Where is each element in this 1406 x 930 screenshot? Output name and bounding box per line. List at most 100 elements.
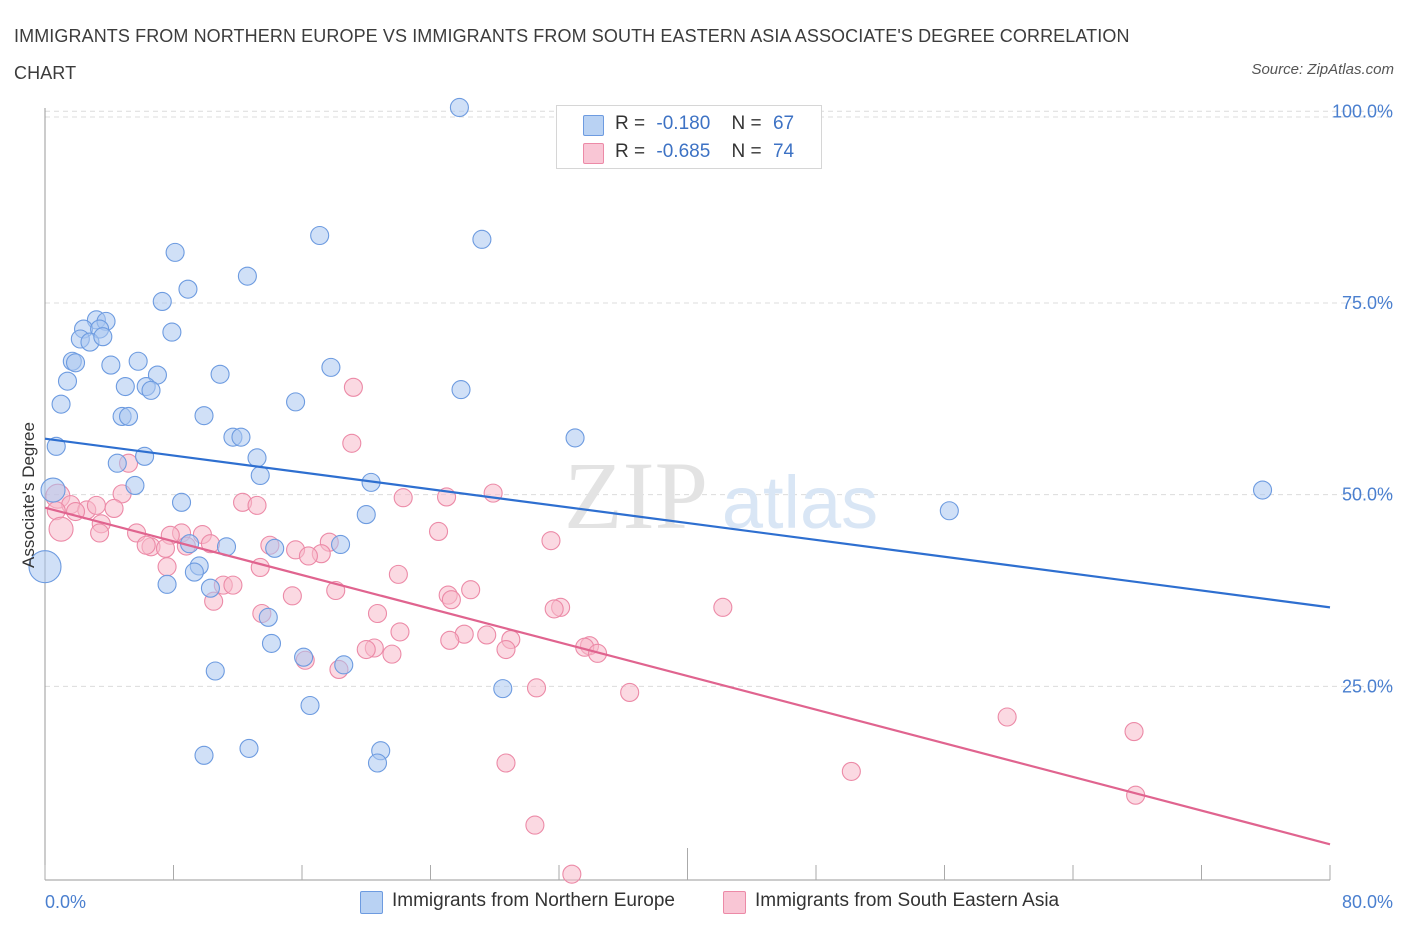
scatter-point	[356, 505, 376, 525]
scatter-point	[472, 229, 492, 249]
scatter-point	[440, 630, 460, 650]
series-northern-europe-points	[28, 97, 1273, 773]
legend-n-label: N =	[731, 113, 762, 134]
scatter-point	[237, 266, 257, 286]
scatter-point	[128, 351, 148, 371]
scatter-point	[300, 695, 320, 716]
scatter-point	[184, 562, 204, 582]
scatter-point	[525, 815, 545, 835]
y-tick-label: 75.0%	[1342, 293, 1393, 313]
legend-swatch-blue	[360, 891, 383, 914]
legend-r-label: R =	[615, 113, 646, 134]
y-axis-label: Associate's Degree	[19, 422, 38, 568]
scatter-point	[157, 557, 177, 577]
legend-swatch-pink	[583, 143, 604, 164]
legend-swatch-blue	[583, 115, 604, 136]
scatter-point	[544, 599, 564, 619]
scatter-point	[247, 495, 267, 515]
scatter-point	[223, 575, 243, 595]
scatter-point	[294, 647, 314, 667]
scatter-point	[939, 501, 959, 521]
scatter-point	[286, 392, 306, 412]
trend-line-south-eastern-asia	[44, 506, 1331, 846]
legend-n-value: 67	[772, 113, 795, 134]
scatter-point	[367, 753, 388, 773]
scatter-point	[65, 353, 86, 373]
scatter-point	[104, 498, 124, 519]
series-south-eastern-asia-points	[45, 377, 1146, 884]
scatter-point	[441, 590, 461, 610]
scatter-point	[496, 639, 516, 660]
scatter-point	[231, 427, 251, 447]
scatter-point	[141, 380, 161, 400]
scatter-point	[51, 394, 71, 414]
scatter-point	[428, 521, 449, 542]
scatter-point	[1124, 722, 1144, 742]
scatter-point	[449, 97, 469, 118]
scatter-point	[393, 488, 413, 508]
scatter-point	[157, 574, 177, 594]
scatter-point	[165, 242, 185, 262]
legend-r-value: -0.180	[656, 113, 711, 134]
scatter-point	[390, 622, 410, 642]
scatter-point	[477, 625, 497, 645]
scatter-point	[565, 428, 585, 448]
scatter-point	[205, 661, 225, 681]
series-legend: Immigrants from Northern Europe Immigran…	[0, 888, 1406, 916]
scatter-point	[250, 465, 270, 486]
scatter-point	[620, 682, 640, 703]
scatter-point	[997, 707, 1017, 727]
scatter-point	[118, 406, 139, 426]
scatter-point	[40, 477, 66, 503]
watermark-zip: ZIP	[564, 442, 708, 549]
scatter-point	[171, 492, 192, 512]
scatter-point	[162, 322, 182, 342]
scatter-point	[493, 679, 513, 699]
scatter-point	[334, 655, 354, 675]
scatter-point	[265, 538, 285, 558]
scatter-point	[298, 546, 318, 566]
scatter-point	[367, 603, 388, 624]
scatter-point	[526, 678, 547, 698]
legend-r-label: R =	[615, 141, 646, 162]
x-tick-label-min: 0.0%	[45, 892, 86, 912]
watermark: ZIP atlas	[564, 442, 878, 549]
scatter-point	[282, 586, 302, 606]
scatter-point	[250, 557, 270, 578]
scatter-point	[239, 738, 259, 758]
scatter-point	[496, 753, 516, 773]
legend-r-value: -0.685	[656, 141, 711, 162]
scatter-point	[356, 639, 376, 660]
scatter-point	[178, 279, 198, 299]
scatter-point	[200, 578, 220, 598]
scatter-point	[93, 327, 113, 347]
scatter-point	[136, 535, 156, 555]
scatter-point	[152, 291, 172, 311]
scatter-point	[343, 377, 363, 397]
y-tick-label: 100.0%	[1332, 101, 1393, 121]
scatter-point	[247, 448, 267, 468]
scatter-point	[261, 633, 282, 653]
scatter-point	[310, 225, 330, 246]
scatter-point	[194, 406, 214, 426]
scatter-point	[841, 761, 861, 781]
y-tick-label: 25.0%	[1342, 676, 1393, 696]
scatter-point	[57, 371, 78, 391]
legend-swatch-pink	[723, 891, 746, 914]
x-tick-label-max: 80.0%	[1342, 892, 1393, 912]
scatter-point	[90, 523, 110, 543]
scatter-point	[382, 644, 402, 664]
scatter-point	[451, 380, 471, 400]
scatter-point	[107, 453, 127, 473]
scatter-point	[210, 364, 230, 384]
legend-n-label: N =	[731, 141, 762, 162]
scatter-point	[342, 433, 362, 453]
source-label: Source: ZipAtlas.com	[1251, 61, 1394, 78]
scatter-point	[388, 564, 408, 584]
scatter-point	[321, 357, 341, 377]
scatter-point	[330, 534, 351, 555]
scatter-point	[541, 531, 561, 551]
legend-label-northern-europe: Immigrants from Northern Europe	[392, 890, 675, 911]
tick-labels: 25.0% 50.0% 75.0% 100.0% 0.0% 80.0%	[45, 101, 1393, 912]
